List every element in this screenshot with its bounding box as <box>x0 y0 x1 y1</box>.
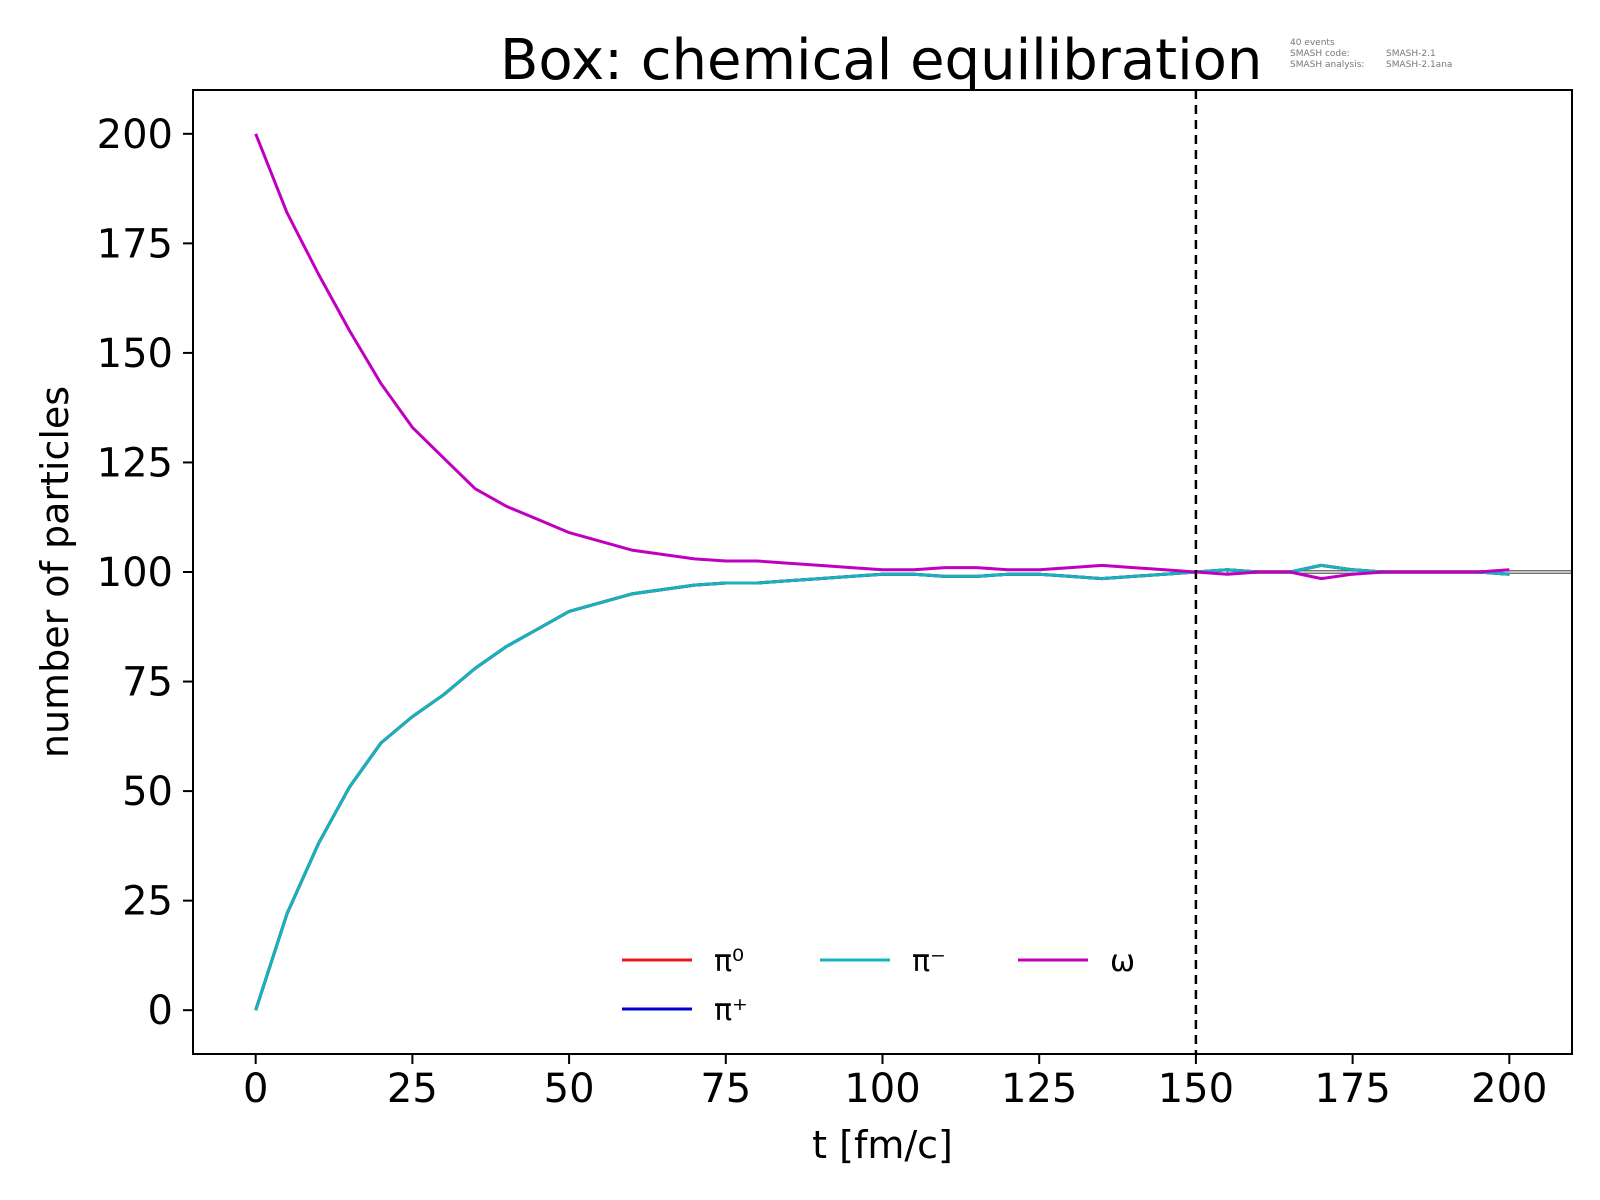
legend-label-3: ω <box>1110 944 1135 979</box>
series-line-1 <box>254 563 1510 1011</box>
x-tick-label-4: 100 <box>844 1066 920 1112</box>
x-tick-label-5: 125 <box>1001 1066 1077 1112</box>
analysis-version-label: SMASH analysis: <box>1290 60 1365 70</box>
series-line-3 <box>254 133 1510 581</box>
x-tick-label-1: 25 <box>387 1066 438 1112</box>
chart-title: Box: chemical equilibration <box>500 28 1263 93</box>
y-axis-label: number of particles <box>33 386 77 758</box>
series-line-0 <box>254 563 1510 1011</box>
x-tick-label-6: 150 <box>1158 1066 1234 1112</box>
x-tick-label-3: 75 <box>700 1066 751 1112</box>
code-version-label: SMASH code: <box>1290 49 1350 59</box>
y-tick-label-2: 50 <box>122 769 173 815</box>
code-version-value: SMASH-2.1 <box>1386 49 1436 59</box>
x-tick-label-7: 175 <box>1314 1066 1390 1112</box>
y-tick-label-0: 0 <box>148 988 173 1034</box>
legend-label-2: π⁻ <box>912 944 946 979</box>
y-tick-label-5: 125 <box>97 440 173 486</box>
y-tick-label-3: 75 <box>122 660 173 706</box>
events-count: 40 events <box>1290 38 1335 48</box>
legend-label-1: π⁺ <box>714 993 748 1028</box>
y-tick-label-4: 100 <box>97 550 173 596</box>
y-tick-label-8: 200 <box>97 112 173 158</box>
x-axis-label: t [fm/c] <box>812 1123 953 1167</box>
x-tick-label-8: 200 <box>1471 1066 1547 1112</box>
run-info-annotation: 40 events SMASH code: SMASH-2.1 SMASH ana… <box>1290 38 1452 71</box>
y-tick-label-7: 175 <box>97 221 173 267</box>
x-tick-label-2: 50 <box>544 1066 595 1112</box>
x-tick-label-0: 0 <box>243 1066 268 1112</box>
legend-label-0: π⁰ <box>714 944 744 979</box>
analysis-version-value: SMASH-2.1ana <box>1386 60 1453 70</box>
series-line-2 <box>254 563 1510 1011</box>
y-tick-label-1: 25 <box>122 879 173 925</box>
y-tick-label-6: 150 <box>97 331 173 377</box>
